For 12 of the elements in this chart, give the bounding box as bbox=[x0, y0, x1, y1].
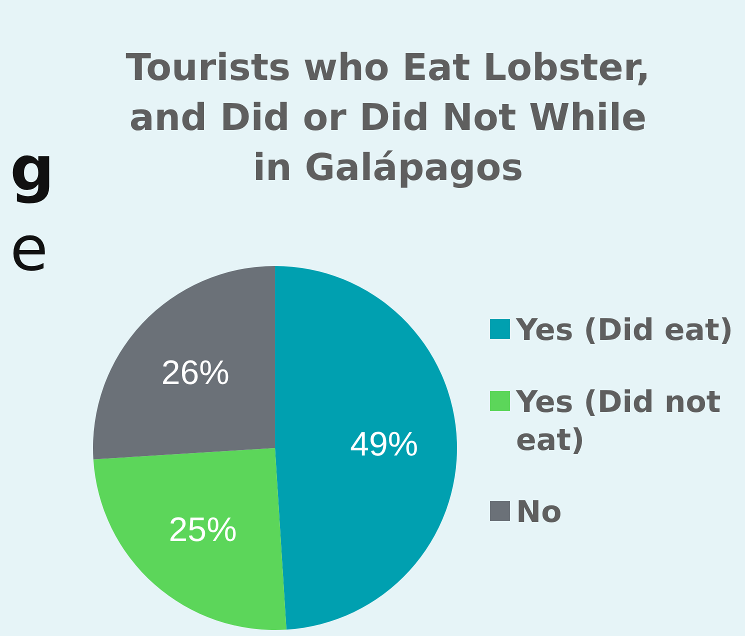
pie-slice bbox=[93, 448, 286, 630]
data-label: 25% bbox=[168, 510, 237, 549]
data-label: 49% bbox=[350, 426, 418, 464]
text: e bbox=[10, 212, 48, 285]
pie-slice bbox=[93, 266, 275, 460]
legend-label: No bbox=[516, 495, 562, 530]
legend-label: Yes (Did not eat) bbox=[515, 385, 721, 458]
pie-slice bbox=[275, 266, 457, 630]
text: g bbox=[10, 132, 54, 205]
data-label: 26% bbox=[161, 354, 230, 392]
chart-title: Tourists who Eat Lobster, and Did or Did Not While in Galápagos bbox=[126, 46, 650, 189]
legend-label: Yes (Did eat) bbox=[515, 313, 734, 348]
